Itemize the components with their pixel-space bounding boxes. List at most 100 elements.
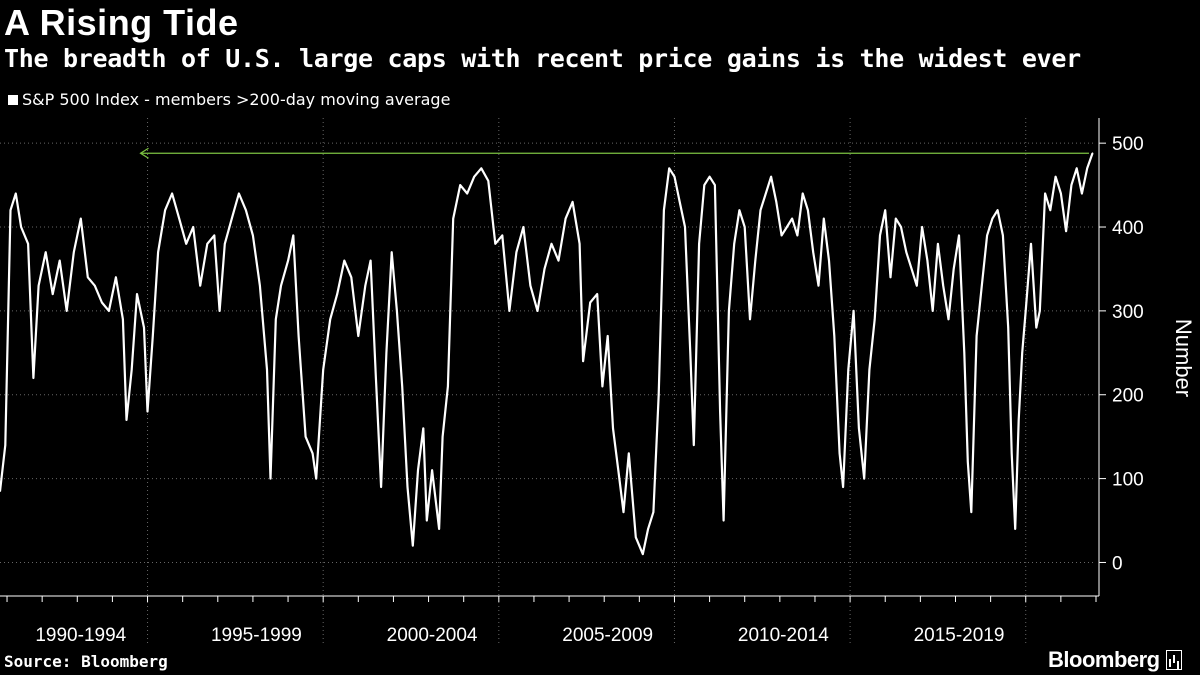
data-point bbox=[708, 175, 711, 178]
data-point bbox=[612, 427, 614, 430]
data-point bbox=[58, 259, 61, 262]
data-point bbox=[252, 234, 254, 237]
data-point bbox=[259, 284, 261, 287]
data-point bbox=[231, 217, 233, 220]
chart-subtitle: The breadth of U.S. large caps with rece… bbox=[4, 44, 1081, 73]
data-point bbox=[143, 326, 145, 329]
data-point bbox=[125, 419, 128, 421]
data-point bbox=[164, 209, 166, 211]
data-point bbox=[852, 310, 855, 312]
data-point bbox=[817, 284, 820, 287]
data-point bbox=[447, 385, 449, 388]
data-point bbox=[171, 192, 173, 195]
data-point bbox=[401, 385, 404, 388]
data-point bbox=[550, 243, 553, 245]
data-point bbox=[146, 410, 149, 413]
data-point bbox=[975, 335, 978, 337]
data-point bbox=[858, 427, 860, 430]
data-point bbox=[703, 184, 706, 186]
series-line bbox=[0, 152, 1094, 556]
data-point bbox=[635, 536, 637, 539]
data-point bbox=[152, 335, 154, 337]
series-path bbox=[0, 152, 1094, 556]
data-point bbox=[459, 184, 462, 186]
data-point bbox=[108, 310, 110, 312]
y-tick-label: 300 bbox=[1112, 302, 1144, 323]
data-point bbox=[728, 310, 730, 312]
data-point bbox=[130, 368, 133, 371]
y-axis-label: Number bbox=[1171, 319, 1196, 397]
gridlines bbox=[0, 118, 1096, 646]
data-point bbox=[663, 209, 665, 211]
data-point bbox=[754, 259, 757, 262]
data-point bbox=[668, 167, 670, 170]
data-point bbox=[136, 293, 138, 295]
data-point bbox=[770, 175, 772, 178]
data-point bbox=[101, 301, 103, 304]
data-point bbox=[926, 259, 929, 262]
data-point bbox=[350, 276, 353, 279]
data-point bbox=[884, 209, 886, 211]
data-point bbox=[1010, 452, 1013, 455]
data-point bbox=[185, 243, 187, 245]
data-point bbox=[441, 435, 444, 438]
data-point bbox=[684, 226, 686, 228]
data-point bbox=[426, 519, 428, 522]
data-point bbox=[501, 234, 504, 237]
x-tick-label: 2010-2014 bbox=[738, 625, 829, 646]
data-point bbox=[1060, 192, 1062, 195]
data-point bbox=[473, 175, 476, 178]
data-point bbox=[269, 477, 272, 480]
data-point bbox=[1075, 167, 1078, 170]
x-tick-label: 2005-2009 bbox=[562, 625, 653, 646]
data-point bbox=[508, 310, 511, 312]
data-point bbox=[37, 284, 40, 287]
data-point bbox=[722, 519, 725, 522]
data-point bbox=[905, 251, 908, 253]
data-point bbox=[466, 192, 469, 195]
data-point bbox=[315, 477, 318, 480]
data-point bbox=[157, 251, 159, 253]
data-point bbox=[996, 209, 999, 211]
data-point bbox=[336, 293, 339, 295]
data-point bbox=[412, 544, 414, 547]
data-point bbox=[543, 268, 546, 270]
data-point bbox=[311, 452, 314, 455]
data-point bbox=[879, 234, 881, 237]
data-point bbox=[791, 217, 793, 220]
data-point bbox=[952, 268, 955, 270]
data-point bbox=[536, 310, 539, 312]
data-point bbox=[942, 284, 944, 287]
data-point bbox=[1070, 184, 1073, 186]
data-point bbox=[422, 427, 425, 430]
data-point bbox=[786, 226, 788, 228]
data-point bbox=[515, 251, 518, 253]
data-point bbox=[617, 469, 620, 472]
data-point bbox=[698, 243, 700, 245]
data-point bbox=[564, 217, 567, 220]
data-point bbox=[73, 251, 75, 253]
data-point bbox=[847, 368, 850, 371]
data-point bbox=[689, 352, 692, 354]
data-point bbox=[280, 284, 282, 287]
data-point bbox=[673, 175, 676, 178]
data-point bbox=[838, 452, 841, 455]
data-point bbox=[714, 184, 716, 186]
data-point bbox=[218, 310, 221, 312]
x-tick-label: 2015-2019 bbox=[914, 625, 1005, 646]
y-tick-label: 200 bbox=[1112, 386, 1144, 407]
legend-label: S&P 500 Index - members >200-day moving … bbox=[22, 90, 451, 109]
data-point bbox=[780, 234, 783, 237]
data-point bbox=[297, 335, 300, 337]
data-point bbox=[122, 318, 124, 321]
data-point bbox=[287, 259, 289, 262]
data-point bbox=[178, 217, 180, 220]
data-point bbox=[385, 352, 388, 354]
data-point bbox=[431, 469, 433, 472]
data-point bbox=[1086, 167, 1088, 170]
data-point bbox=[1091, 152, 1094, 154]
data-point bbox=[417, 469, 419, 472]
data-point bbox=[657, 393, 660, 396]
data-point bbox=[27, 243, 29, 245]
data-point bbox=[0, 490, 1, 492]
